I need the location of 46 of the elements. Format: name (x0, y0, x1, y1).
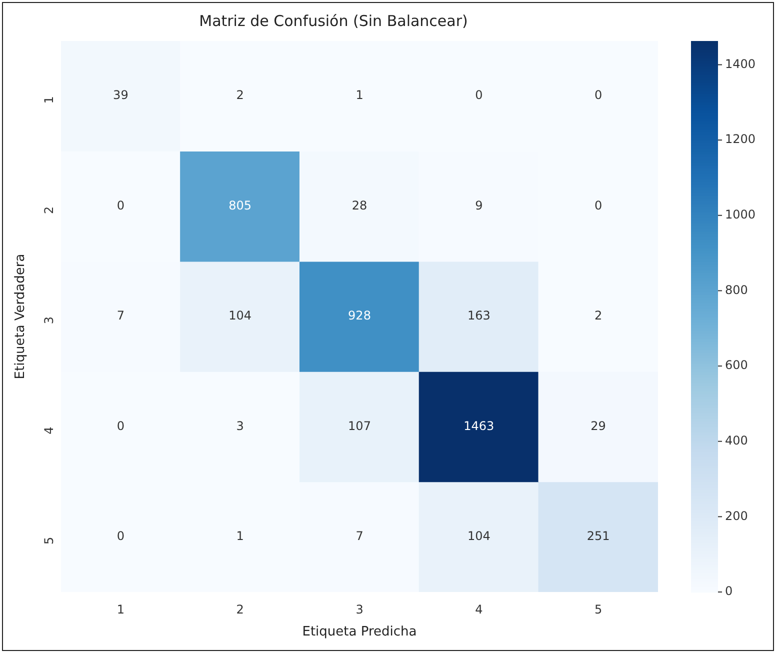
data-label: 0 (475, 88, 483, 102)
data-label: 7 (356, 529, 364, 544)
data-label: 104 (228, 308, 252, 323)
data-label: 0 (594, 88, 602, 102)
data-label: 0 (116, 418, 125, 433)
data-label: 928 (348, 308, 371, 323)
data-label: 28 (352, 198, 368, 212)
y-axis-title: Etiqueta Verdadera (13, 254, 28, 380)
x-axis-title: Etiqueta Predicha (302, 624, 417, 640)
data-label: 0 (594, 198, 602, 212)
color-bar-label: 1200 (725, 132, 756, 146)
y-tick-label: 1 (42, 96, 56, 104)
color-bar-label: 400 (725, 433, 748, 448)
y-tick-label: 2 (42, 206, 56, 214)
y-tick-label: 5 (42, 536, 56, 545)
x-tick-label: 2 (236, 602, 244, 616)
x-tick-label: 5 (594, 602, 602, 616)
data-label: 29 (590, 418, 606, 433)
chart-title: Matriz de Confusión (Sin Balancear) (199, 12, 468, 30)
data-label: 1 (356, 88, 364, 102)
data-label: 0 (116, 529, 125, 544)
x-tick-label: 1 (116, 602, 125, 616)
data-label: 1 (236, 529, 244, 544)
x-tick-label: 4 (475, 602, 483, 616)
y-tick-label: 3 (42, 316, 56, 324)
data-label: 3 (236, 418, 244, 433)
data-label: 251 (586, 529, 610, 544)
color-bar-label: 0 (725, 584, 733, 598)
color-bar-label: 600 (725, 358, 748, 372)
x-tick-label: 3 (356, 602, 364, 616)
color-bar-label: 200 (725, 508, 748, 523)
data-label: 7 (116, 308, 125, 323)
data-label: 2 (236, 88, 244, 102)
data-label: 9 (475, 198, 483, 212)
data-label: 0 (116, 198, 125, 212)
data-label: 1463 (464, 418, 494, 433)
data-label: 104 (467, 529, 490, 544)
data-label: 163 (467, 308, 490, 323)
data-label: 2 (594, 308, 602, 323)
color-bar-label: 1000 (725, 208, 756, 222)
color-bar-label: 1400 (725, 56, 756, 71)
data-label: 805 (228, 198, 252, 212)
y-tick-label: 4 (42, 426, 56, 434)
data-label: 39 (113, 88, 128, 102)
data-label: 107 (348, 418, 371, 433)
color-bar-label: 800 (725, 282, 748, 297)
